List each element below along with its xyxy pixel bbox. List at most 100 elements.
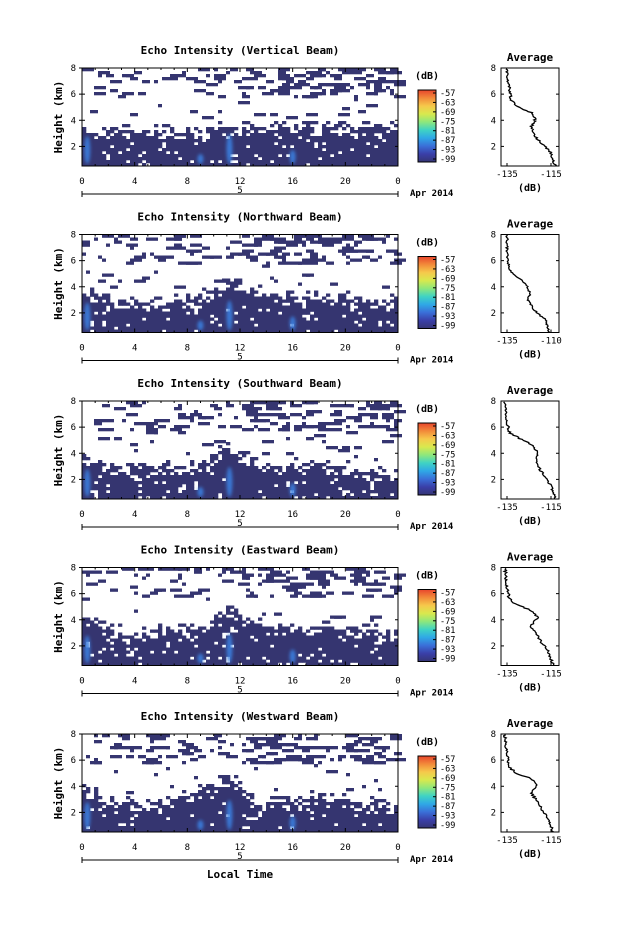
x-tick-label: 20 xyxy=(340,177,351,187)
colorbar-tick: -75 xyxy=(440,783,455,793)
x-tick-label: 0 xyxy=(395,177,400,187)
y-tick-label: 8 xyxy=(71,231,76,241)
x-tick-label: 12 xyxy=(235,177,246,187)
colorbar-tick: -87 xyxy=(440,636,455,646)
y-tick-label: 2 xyxy=(71,309,76,319)
x-tick-label: 8 xyxy=(185,843,190,853)
x-tick-label: 12 xyxy=(235,843,246,853)
colorbar-tick: -69 xyxy=(440,108,455,118)
panel-title: Echo Intensity (Westward Beam) xyxy=(141,710,340,723)
average-title: Average xyxy=(507,717,554,730)
average-profile-line xyxy=(505,68,558,167)
y-axis-label: Height (km) xyxy=(52,81,65,154)
average-x-tick: -135 xyxy=(496,170,518,180)
heatmap-cells xyxy=(82,734,406,833)
date-label: Apr 2014 xyxy=(410,189,454,199)
colorbar-unit: (dB) xyxy=(415,737,439,748)
y-tick-label: 4 xyxy=(71,449,76,459)
date-label: Apr 2014 xyxy=(410,689,454,699)
average-frame xyxy=(500,733,560,833)
average-title: Average xyxy=(507,218,554,231)
y-axis-label: Height (km) xyxy=(52,247,65,320)
y-tick-label: 8 xyxy=(71,564,76,574)
x-tick-label: 8 xyxy=(185,677,190,687)
colorbar-tick: -99 xyxy=(440,322,455,332)
average-profile-line xyxy=(503,734,555,833)
colorbar-tick: -93 xyxy=(440,479,455,489)
x-tick-label: 20 xyxy=(340,510,351,520)
colorbar-tick: -57 xyxy=(440,755,455,765)
colorbar-tick: -99 xyxy=(440,655,455,665)
average-x-label: (dB) xyxy=(518,849,542,860)
x-tick-label: 12 xyxy=(235,510,246,520)
date-tick-label: 5 xyxy=(237,186,242,196)
colorbar-tick: -81 xyxy=(440,460,455,470)
average-x-tick: -115 xyxy=(540,170,562,180)
average-y-tick: 4 xyxy=(491,782,496,792)
x-tick-label: 0 xyxy=(395,677,400,687)
y-tick-label: 8 xyxy=(71,397,76,407)
average-x-tick: -135 xyxy=(496,337,518,347)
colorbar-tick: -87 xyxy=(440,802,455,812)
average-frame xyxy=(500,400,560,500)
average-y-tick: 4 xyxy=(491,616,496,626)
colorbar xyxy=(417,755,437,829)
average-y-tick: 4 xyxy=(491,116,496,126)
colorbar-tick: -93 xyxy=(440,812,455,822)
colorbar-tick: -57 xyxy=(440,422,455,432)
date-label: Apr 2014 xyxy=(410,522,454,532)
y-tick-label: 2 xyxy=(71,642,76,652)
average-x-label: (dB) xyxy=(518,683,542,694)
x-tick-label: 12 xyxy=(235,344,246,354)
x-tick-label: 0 xyxy=(395,510,400,520)
colorbar-unit: (dB) xyxy=(415,571,439,582)
colorbar-unit: (dB) xyxy=(415,238,439,249)
average-x-label: (dB) xyxy=(518,183,542,194)
colorbar-tick: -69 xyxy=(440,274,455,284)
y-tick-label: 8 xyxy=(71,64,76,74)
average-x-tick: -115 xyxy=(540,503,562,513)
average-y-tick: 4 xyxy=(491,449,496,459)
average-x-tick: -115 xyxy=(540,670,562,680)
x-tick-label: 16 xyxy=(287,344,298,354)
panel-3: Echo Intensity (Southward Beam) 2 4 6 8 Heigh… xyxy=(52,377,562,532)
y-tick-label: 4 xyxy=(71,116,76,126)
average-x-tick: -135 xyxy=(496,503,518,513)
colorbar-tick: -75 xyxy=(440,617,455,627)
x-tick-label: 8 xyxy=(185,344,190,354)
x-tick-label: 4 xyxy=(132,843,137,853)
colorbar-tick: -87 xyxy=(440,469,455,479)
average-title: Average xyxy=(507,551,554,564)
average-x-tick: -135 xyxy=(496,836,518,846)
colorbar-tick: -57 xyxy=(440,89,455,99)
average-y-tick: 2 xyxy=(491,808,496,818)
heatmap-cores xyxy=(84,300,296,331)
y-axis-label: Height (km) xyxy=(52,414,65,487)
colorbar-tick: -81 xyxy=(440,293,455,303)
panel-5: Echo Intensity (Westward Beam) 2 4 6 8 Height… xyxy=(52,710,562,865)
y-tick-label: 4 xyxy=(71,782,76,792)
heatmap-cells xyxy=(82,234,406,333)
x-tick-label: 0 xyxy=(79,677,84,687)
y-tick-label: 2 xyxy=(71,475,76,485)
date-label: Apr 2014 xyxy=(410,855,454,865)
colorbar-tick: -57 xyxy=(440,256,455,266)
y-tick-label: 6 xyxy=(71,590,76,600)
date-tick-label: 5 xyxy=(237,519,242,529)
colorbar xyxy=(417,422,437,496)
x-tick-label: 20 xyxy=(340,843,351,853)
average-y-tick: 8 xyxy=(491,564,496,574)
average-y-tick: 8 xyxy=(491,397,496,407)
panel-2: Echo Intensity (Northward Beam) 2 4 6 8 Heigh… xyxy=(52,211,562,366)
heatmap-cores xyxy=(84,467,296,497)
colorbar-tick: -93 xyxy=(440,312,455,322)
average-profile-line xyxy=(504,234,551,334)
panel-title: Echo Intensity (Vertical Beam) xyxy=(141,44,340,57)
y-tick-label: 2 xyxy=(71,142,76,152)
x-tick-label: 4 xyxy=(132,344,137,354)
colorbar-tick: -81 xyxy=(440,127,455,137)
colorbar-tick: -63 xyxy=(440,598,455,608)
x-tick-label: 16 xyxy=(287,677,298,687)
panel-title: Echo Intensity (Northward Beam) xyxy=(137,211,342,224)
x-tick-label: 20 xyxy=(340,344,351,354)
